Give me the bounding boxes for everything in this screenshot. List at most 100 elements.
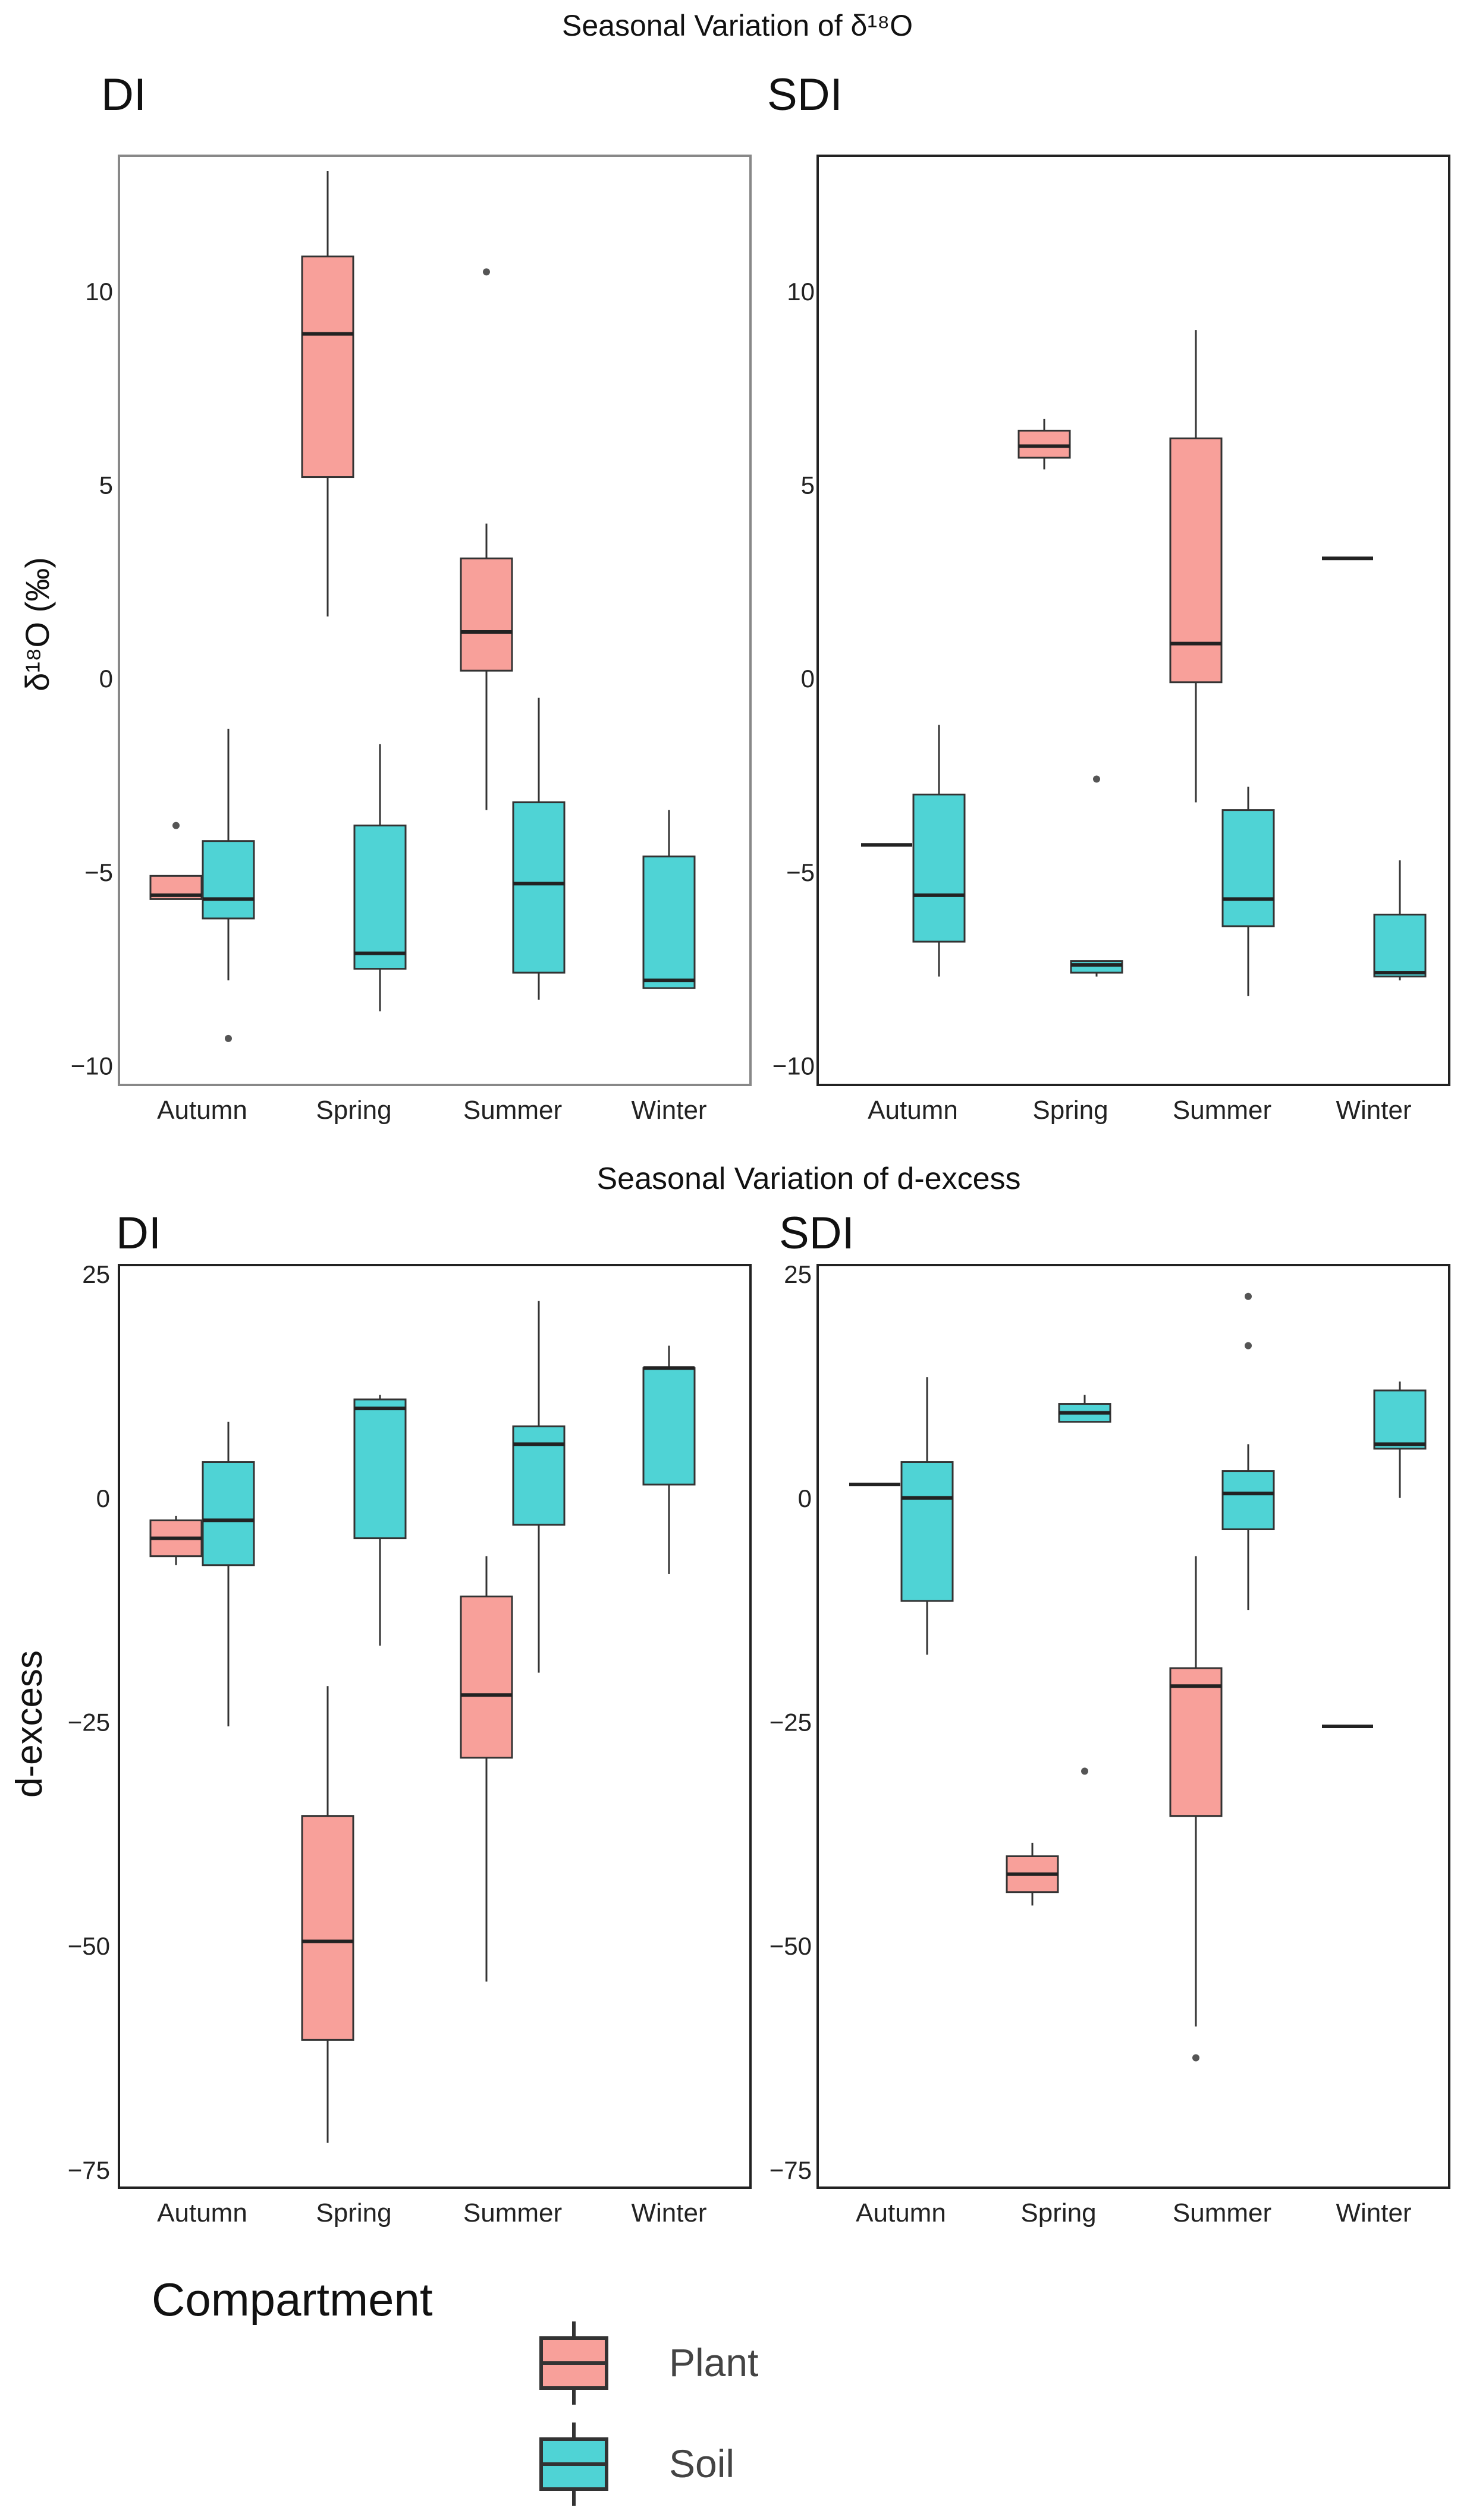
y-tick-label: −50 — [770, 1932, 812, 1960]
box-soil-autumn — [912, 725, 966, 977]
y-tick-label: −50 — [68, 1932, 110, 1960]
box-soil-winter — [642, 810, 696, 989]
box-soil-summer — [512, 1301, 566, 1673]
box-soil-spring — [1070, 775, 1123, 977]
box-iqr — [1070, 960, 1123, 974]
box-soil-winter — [1373, 860, 1427, 981]
outlier-point — [483, 268, 490, 276]
x-tick-label: Autumn — [868, 1096, 958, 1125]
panel-frame — [816, 155, 1450, 1086]
box-iqr — [460, 557, 513, 672]
y-tick-label: −10 — [71, 1052, 113, 1080]
legend-items: Plant Soil — [539, 2321, 758, 2506]
y-tick-label: −10 — [772, 1052, 815, 1080]
box-plant-summer — [460, 268, 513, 810]
box-soil-spring — [353, 1395, 407, 1646]
outlier-point — [1245, 1292, 1252, 1300]
x-tick-label: Summer — [1173, 1096, 1271, 1125]
y-tick-label: 5 — [99, 471, 113, 499]
box-soil-autumn — [202, 728, 255, 1042]
box-soil-spring — [1058, 1395, 1111, 1775]
box-iqr — [912, 794, 966, 943]
panel-di-dexcess: DI −75 −50 −25 0 25 d-excess Autumn Spring Summer… — [9, 1208, 752, 2228]
box-iqr — [1169, 1667, 1223, 1817]
panel-title: DI — [116, 1208, 161, 1259]
outlier-point — [1245, 1342, 1252, 1349]
x-tick-label: Winter — [1336, 2198, 1411, 2228]
outlier-point — [225, 1034, 232, 1042]
x-tick-label: Winter — [1336, 1096, 1411, 1125]
legend: Compartment Plant Soil — [152, 2273, 758, 2506]
outlier-point — [1081, 1767, 1088, 1775]
box-iqr — [460, 1596, 513, 1759]
box-soil-spring — [353, 744, 407, 1012]
panel-frame — [816, 1264, 1450, 2189]
box-plant-spring — [1006, 1842, 1059, 1906]
box-plant-spring — [1017, 419, 1071, 470]
y-axis-label: d-excess — [9, 1650, 50, 1798]
y-tick-label: 0 — [798, 1484, 812, 1512]
box-soil-summer — [512, 697, 566, 1000]
panel-sdi-d18o: SDI −10 −5 0 5 10 Autumn Spring Summer Winter — [767, 70, 1450, 1125]
box-iqr — [1221, 1470, 1275, 1531]
legend-item-plant: Plant — [539, 2321, 758, 2405]
y-tick-label: −75 — [68, 2156, 110, 2184]
box-soil-autumn — [900, 1377, 954, 1655]
box-iqr — [202, 840, 255, 920]
box-iqr — [1373, 913, 1427, 978]
panel-title: SDI — [779, 1208, 855, 1259]
box-plant-autumn — [149, 822, 203, 900]
box-soil-summer — [1221, 786, 1275, 996]
box-iqr — [512, 1425, 566, 1526]
x-tick-label: Spring — [316, 2198, 391, 2228]
outlier-point — [1093, 775, 1100, 783]
box-soil-autumn — [202, 1421, 255, 1726]
figure-title-dexcess: Seasonal Variation of d-excess — [597, 1162, 1021, 1196]
box-plant-summer — [460, 1556, 513, 1982]
panel-title: SDI — [767, 70, 843, 120]
box-iqr — [1373, 1389, 1427, 1450]
y-tick-label: 0 — [801, 665, 815, 693]
box-plant-spring — [301, 1686, 354, 2143]
y-tick-label: 25 — [784, 1260, 812, 1288]
x-tick-label: Autumn — [157, 1096, 247, 1125]
panel-frame — [118, 1264, 752, 2189]
panel-di-d18o: DI −10 −5 0 5 10 δ¹⁸O (‰) Autumn Spring Summer Win… — [18, 70, 752, 1125]
panel-title: DI — [101, 70, 146, 120]
y-tick-label: 25 — [82, 1260, 110, 1288]
legend-item-soil: Soil — [539, 2423, 734, 2506]
box-soil-winter — [642, 1345, 696, 1574]
box-iqr — [1221, 809, 1275, 927]
y-tick-label: −5 — [786, 858, 815, 886]
y-axis-label: δ¹⁸O (‰) — [18, 557, 56, 691]
box-iqr — [1017, 429, 1071, 459]
y-tick-label: 10 — [85, 278, 113, 306]
box-iqr — [353, 825, 407, 970]
legend-item-label: Soil — [669, 2442, 734, 2486]
box-iqr — [353, 1398, 407, 1540]
outlier-point — [172, 822, 180, 829]
y-tick-label: −25 — [770, 1708, 812, 1736]
box-iqr — [642, 1367, 696, 1486]
x-tick-label: Spring — [316, 1096, 391, 1125]
box-soil-winter — [1373, 1381, 1427, 1498]
y-tick-label: 5 — [801, 471, 815, 499]
y-tick-label: 0 — [99, 665, 113, 693]
box-plant-autumn — [149, 1515, 203, 1565]
box-plant-summer — [1169, 330, 1223, 803]
y-tick-label: 0 — [96, 1484, 110, 1512]
x-tick-label: Winter — [631, 2198, 706, 2228]
box-iqr — [301, 255, 354, 479]
box-soil-summer — [1221, 1292, 1275, 1610]
box-iqr — [202, 1461, 255, 1566]
x-tick-label: Summer — [463, 2198, 562, 2228]
x-tick-label: Autumn — [856, 2198, 946, 2228]
box-iqr — [900, 1461, 954, 1602]
box-plant-summer — [1169, 1556, 1223, 2062]
y-tick-label: −25 — [68, 1708, 110, 1736]
x-tick-label: Spring — [1020, 2198, 1096, 2228]
x-tick-label: Autumn — [157, 2198, 247, 2228]
y-tick-label: −75 — [770, 2156, 812, 2184]
